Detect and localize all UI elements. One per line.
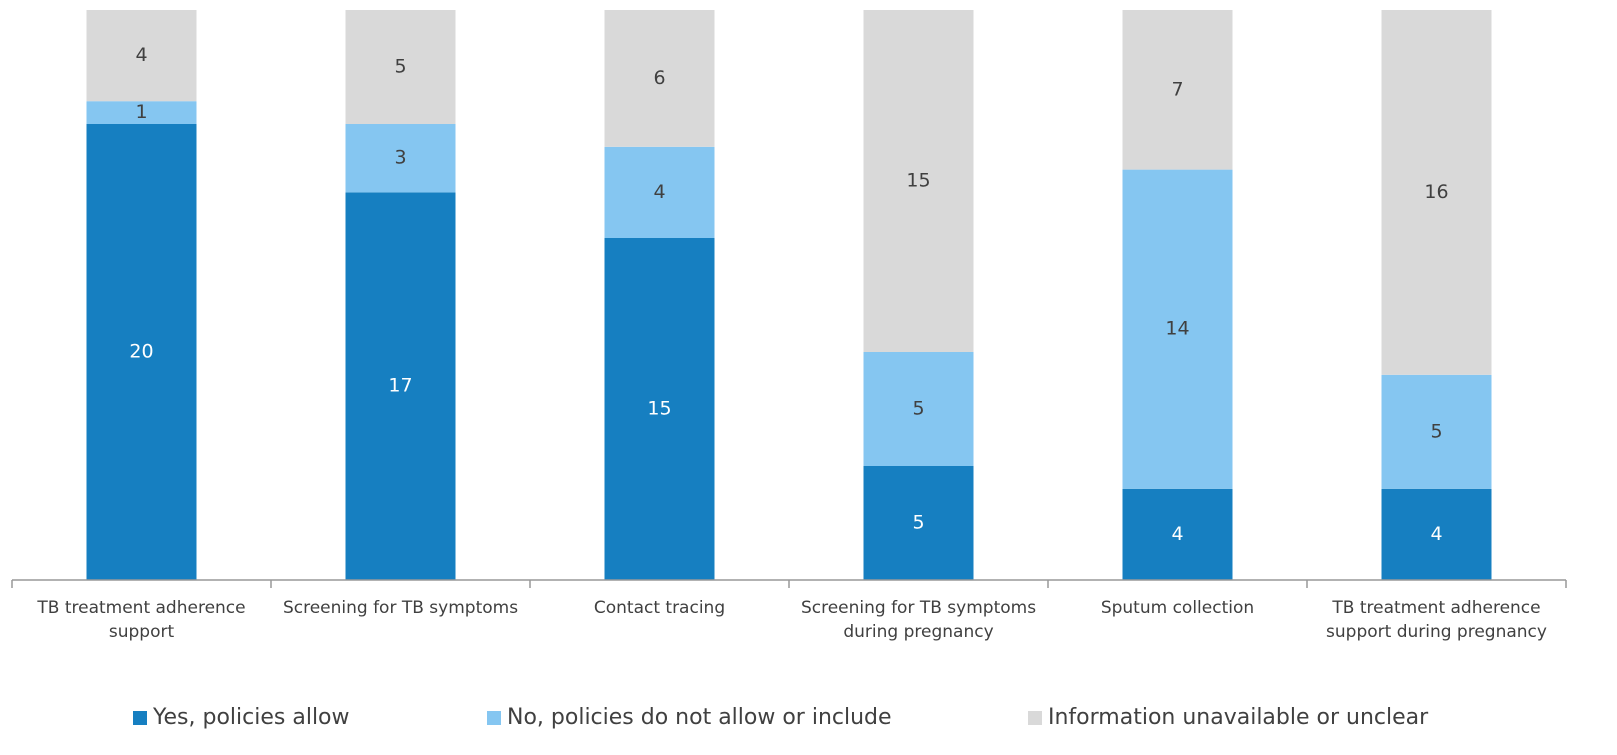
data-label: 4 [1430,523,1442,545]
data-label: 6 [653,67,665,89]
bar-segment [1122,488,1233,580]
legend-label: Yes, policies allow [153,705,350,730]
bar-segment [604,10,715,147]
legend-swatch [133,710,147,725]
data-label: 15 [906,170,930,192]
bar-segment [86,10,197,102]
data-label: 5 [394,56,406,78]
legend-item: Yes, policies allow [133,705,350,730]
data-label: 3 [394,147,406,169]
data-label: 5 [912,398,924,420]
x-tick-label: TB treatment adherence support [37,598,246,642]
bar-segment [86,101,197,124]
bar-segment [345,124,456,193]
data-label: 4 [1171,523,1183,545]
x-tick-label: TB treatment adherence support during pr… [1326,598,1547,642]
bar-segment [604,238,715,580]
x-tick-label: Screening for TB symptoms during pregnan… [800,598,1037,642]
legend-swatch [487,710,501,725]
legend-label: Information unavailable or unclear [1048,705,1429,730]
data-label: 16 [1424,181,1448,203]
data-label: 1 [135,101,147,123]
bar-segment [863,10,974,352]
bar-segment [1381,374,1492,489]
data-label: 20 [129,341,153,363]
data-label: 7 [1171,78,1183,100]
data-label: 17 [388,375,412,397]
bar-segment [1381,10,1492,375]
bar-segment [1122,10,1233,170]
bar-segment [863,466,974,580]
bar-segment [604,146,715,238]
bar-segment [1381,488,1492,580]
x-tick-label: Screening for TB symptoms [282,598,519,618]
bar-segment [345,192,456,580]
data-label: 4 [653,181,665,203]
bar-segment [863,352,974,466]
data-label: 15 [647,398,671,420]
bar-segment [86,124,197,580]
bar-segment [1122,169,1233,489]
x-tick-label: Contact tracing [593,598,726,618]
legend-item: Information unavailable or unclear [1028,705,1428,730]
legend-label: No, policies do not allow or include [507,705,892,730]
data-label: 5 [912,512,924,534]
legend-item: No, policies do not allow or include [487,705,892,730]
data-label: 5 [1430,420,1442,442]
legend-swatch [1028,710,1042,725]
x-tick-label: Sputum collection [1100,598,1255,618]
bar-segment [345,10,456,124]
data-label: 4 [135,44,147,66]
data-label: 14 [1165,318,1189,340]
